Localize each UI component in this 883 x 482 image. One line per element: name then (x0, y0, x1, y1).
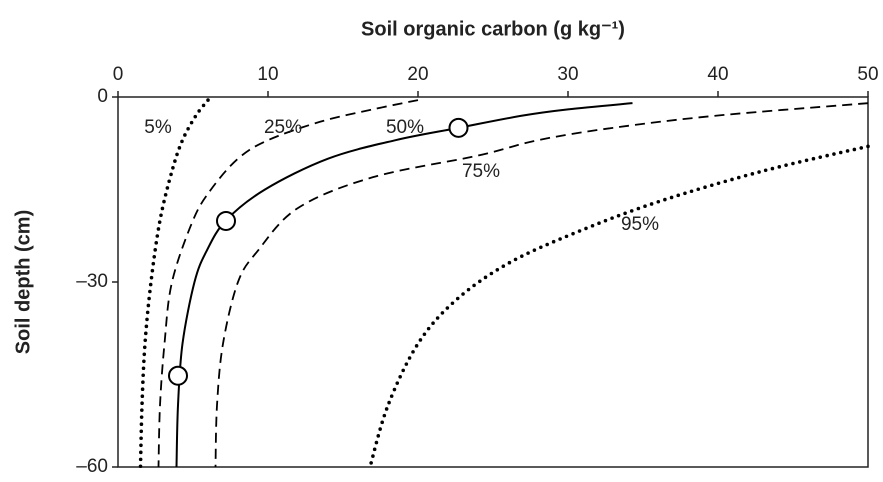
x-tick-label: 50 (857, 64, 878, 85)
series-label: 75% (462, 161, 500, 182)
marker (448, 117, 469, 138)
series-label: 95% (621, 214, 659, 235)
chart-title: Soil organic carbon (g kg⁻¹) (361, 18, 625, 40)
x-tick-label: 0 (113, 64, 124, 85)
series-line (368, 144, 870, 469)
x-tick-label: 30 (557, 64, 578, 85)
marker (168, 365, 188, 386)
marker (216, 210, 236, 231)
x-tick-label: 20 (407, 64, 428, 85)
y-tick-label: 0 (97, 86, 108, 107)
x-tick-label: 40 (707, 64, 728, 85)
series-line (214, 102, 869, 468)
x-tick-label: 10 (257, 64, 278, 85)
series-label: 50% (386, 117, 424, 138)
plot-frame (117, 96, 869, 468)
series-line (157, 99, 419, 468)
series-line (138, 98, 210, 469)
series-line (175, 102, 633, 468)
series-label: 25% (264, 117, 302, 138)
y-tick-label: –30 (76, 271, 108, 292)
y-axis-label: Soil depth (cm) (12, 210, 34, 354)
series-label: 5% (144, 117, 172, 138)
y-tick-label: –60 (76, 456, 108, 477)
